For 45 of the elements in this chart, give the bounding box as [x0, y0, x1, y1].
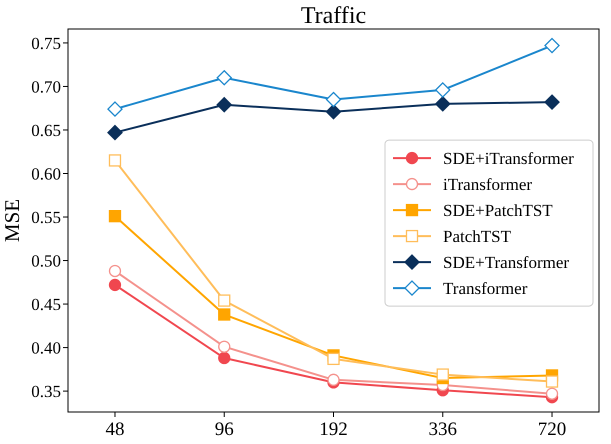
- y-tick-label: 0.75: [31, 34, 61, 53]
- y-tick-label: 0.55: [31, 208, 61, 227]
- y-tick-label: 0.70: [31, 77, 61, 96]
- y-axis-title: MSE: [0, 198, 24, 242]
- legend-label: SDE+Transformer: [443, 253, 570, 272]
- point: [218, 352, 230, 364]
- point: [435, 96, 450, 112]
- point: [108, 210, 122, 222]
- point: [546, 375, 558, 388]
- chart-title: Traffic: [300, 3, 366, 29]
- point: [546, 388, 558, 400]
- point: [326, 104, 342, 120]
- point: [216, 97, 232, 112]
- x-tick-label: 192: [319, 419, 348, 440]
- legend-label: Transformer: [443, 279, 528, 298]
- point: [216, 70, 232, 86]
- y-tick-label: 0.50: [31, 251, 61, 270]
- x-tick-label: 48: [105, 419, 124, 440]
- y-tick-label: 0.45: [31, 295, 61, 314]
- point: [326, 92, 342, 108]
- point: [327, 374, 340, 386]
- legend-label: iTransformer: [443, 175, 532, 194]
- point: [108, 264, 122, 278]
- x-tick-label: 96: [214, 419, 234, 440]
- y-tick-label: 0.35: [31, 382, 61, 402]
- point: [107, 101, 123, 117]
- point: [218, 340, 230, 353]
- point: [108, 154, 122, 167]
- legend-label: SDE+iTransformer: [443, 149, 574, 168]
- point: [435, 82, 450, 98]
- point: [544, 94, 560, 110]
- point: [108, 278, 122, 292]
- point: [107, 124, 123, 140]
- point: [218, 308, 230, 321]
- y-tick-label: 0.65: [31, 120, 61, 140]
- legend-label: PatchTST: [443, 227, 512, 246]
- x-tick-label: 336: [428, 419, 458, 440]
- point: [544, 38, 560, 54]
- y-tick-label: 0.40: [31, 338, 61, 358]
- point: [218, 294, 230, 307]
- legend-label: SDE+PatchTST: [443, 201, 554, 220]
- point: [436, 368, 449, 381]
- point: [327, 352, 340, 366]
- y-tick-label: 0.60: [31, 164, 61, 184]
- x-tick-label: 720: [538, 419, 566, 440]
